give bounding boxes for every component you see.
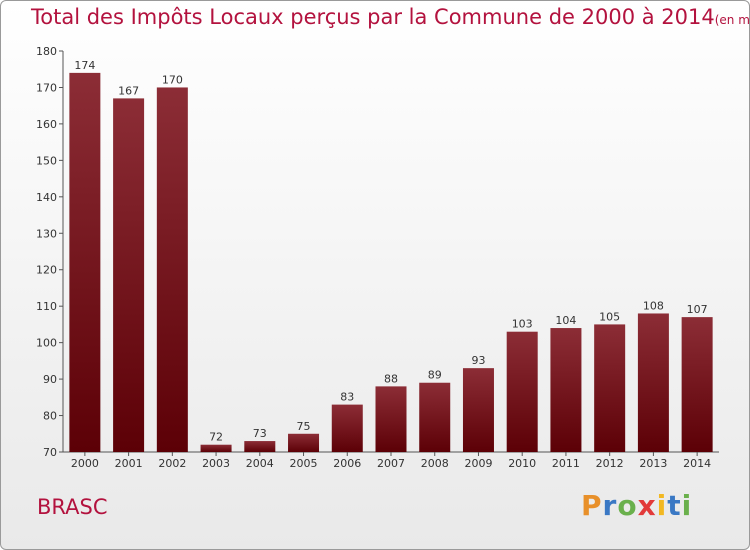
bar-value-label: 170 bbox=[162, 73, 183, 86]
x-tick-label: 2009 bbox=[464, 457, 492, 470]
bar bbox=[419, 382, 451, 452]
logo-letter: o bbox=[617, 489, 638, 522]
y-tick-label: 160 bbox=[36, 118, 57, 131]
bar bbox=[331, 404, 363, 452]
bar bbox=[506, 331, 538, 452]
x-tick-label: 2002 bbox=[158, 457, 186, 470]
bar-value-label: 105 bbox=[599, 310, 620, 323]
bar-value-label: 167 bbox=[118, 84, 139, 97]
x-tick-label: 2004 bbox=[246, 457, 274, 470]
bar bbox=[637, 313, 669, 452]
bar bbox=[594, 324, 626, 452]
x-tick-label: 2007 bbox=[377, 457, 405, 470]
proxiti-logo: Proxiti bbox=[581, 489, 692, 522]
logo-letter: x bbox=[637, 489, 657, 522]
x-tick-label: 2000 bbox=[71, 457, 99, 470]
bar-value-label: 174 bbox=[74, 59, 95, 72]
y-tick-label: 100 bbox=[36, 337, 57, 350]
commune-name: BRASC bbox=[37, 495, 108, 519]
bar-value-label: 108 bbox=[643, 299, 664, 312]
bar bbox=[375, 386, 407, 452]
y-tick-label: 120 bbox=[36, 264, 57, 277]
x-tick-label: 2011 bbox=[552, 457, 580, 470]
x-tick-label: 2005 bbox=[290, 457, 318, 470]
bar bbox=[200, 444, 232, 452]
bar-value-label: 103 bbox=[512, 318, 533, 331]
bar-value-label: 88 bbox=[384, 372, 398, 385]
bar-value-label: 72 bbox=[209, 431, 223, 444]
bar bbox=[550, 328, 582, 452]
logo-letter: r bbox=[602, 489, 618, 522]
logo-letter: i bbox=[681, 489, 693, 522]
bar bbox=[288, 433, 320, 452]
y-tick-label: 150 bbox=[36, 154, 57, 167]
y-tick-label: 170 bbox=[36, 81, 57, 94]
x-tick-label: 2014 bbox=[683, 457, 711, 470]
bar-value-label: 104 bbox=[555, 314, 576, 327]
bar bbox=[69, 72, 101, 452]
chart-title: Total des Impôts Locaux perçus par la Co… bbox=[31, 5, 750, 29]
logo-letter: i bbox=[656, 489, 668, 522]
y-tick-label: 140 bbox=[36, 191, 57, 204]
bar-value-label: 107 bbox=[687, 303, 708, 316]
bar bbox=[156, 87, 188, 453]
bar-value-label: 93 bbox=[471, 354, 485, 367]
chart-title-text: Total des Impôts Locaux perçus par la Co… bbox=[31, 5, 715, 29]
y-tick-label: 90 bbox=[43, 373, 57, 386]
x-tick-label: 2012 bbox=[596, 457, 624, 470]
y-tick-label: 80 bbox=[43, 410, 57, 423]
x-tick-label: 2008 bbox=[421, 457, 449, 470]
bar bbox=[681, 317, 713, 452]
bar-value-label: 89 bbox=[428, 369, 442, 382]
x-tick-label: 2013 bbox=[639, 457, 667, 470]
y-tick-label: 110 bbox=[36, 300, 57, 313]
x-tick-label: 2001 bbox=[115, 457, 143, 470]
bar bbox=[462, 368, 494, 452]
y-tick-label: 130 bbox=[36, 227, 57, 240]
chart-title-unit: (en milliers d'€) bbox=[714, 13, 750, 27]
x-tick-label: 2006 bbox=[333, 457, 361, 470]
x-tick-label: 2010 bbox=[508, 457, 536, 470]
x-tick-label: 2003 bbox=[202, 457, 230, 470]
logo-letter: t bbox=[667, 489, 682, 522]
bar-value-label: 83 bbox=[340, 391, 354, 404]
logo-letter: P bbox=[581, 489, 603, 522]
bar bbox=[244, 441, 276, 452]
y-tick-label: 70 bbox=[43, 446, 57, 459]
bar-value-label: 73 bbox=[253, 427, 267, 440]
y-tick-label: 180 bbox=[36, 45, 57, 58]
bar-value-label: 75 bbox=[297, 420, 311, 433]
bar bbox=[113, 98, 145, 453]
